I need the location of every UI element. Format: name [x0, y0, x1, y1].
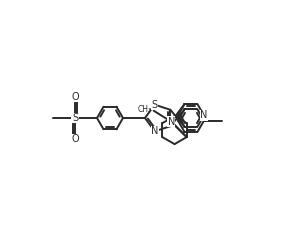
Text: N: N [151, 126, 158, 136]
Text: O: O [71, 92, 79, 102]
Text: O: O [71, 135, 79, 144]
Text: CH₃: CH₃ [138, 105, 152, 114]
Text: S: S [152, 100, 158, 110]
Text: S: S [72, 113, 78, 123]
Text: N: N [200, 110, 208, 120]
Text: N: N [167, 117, 175, 127]
